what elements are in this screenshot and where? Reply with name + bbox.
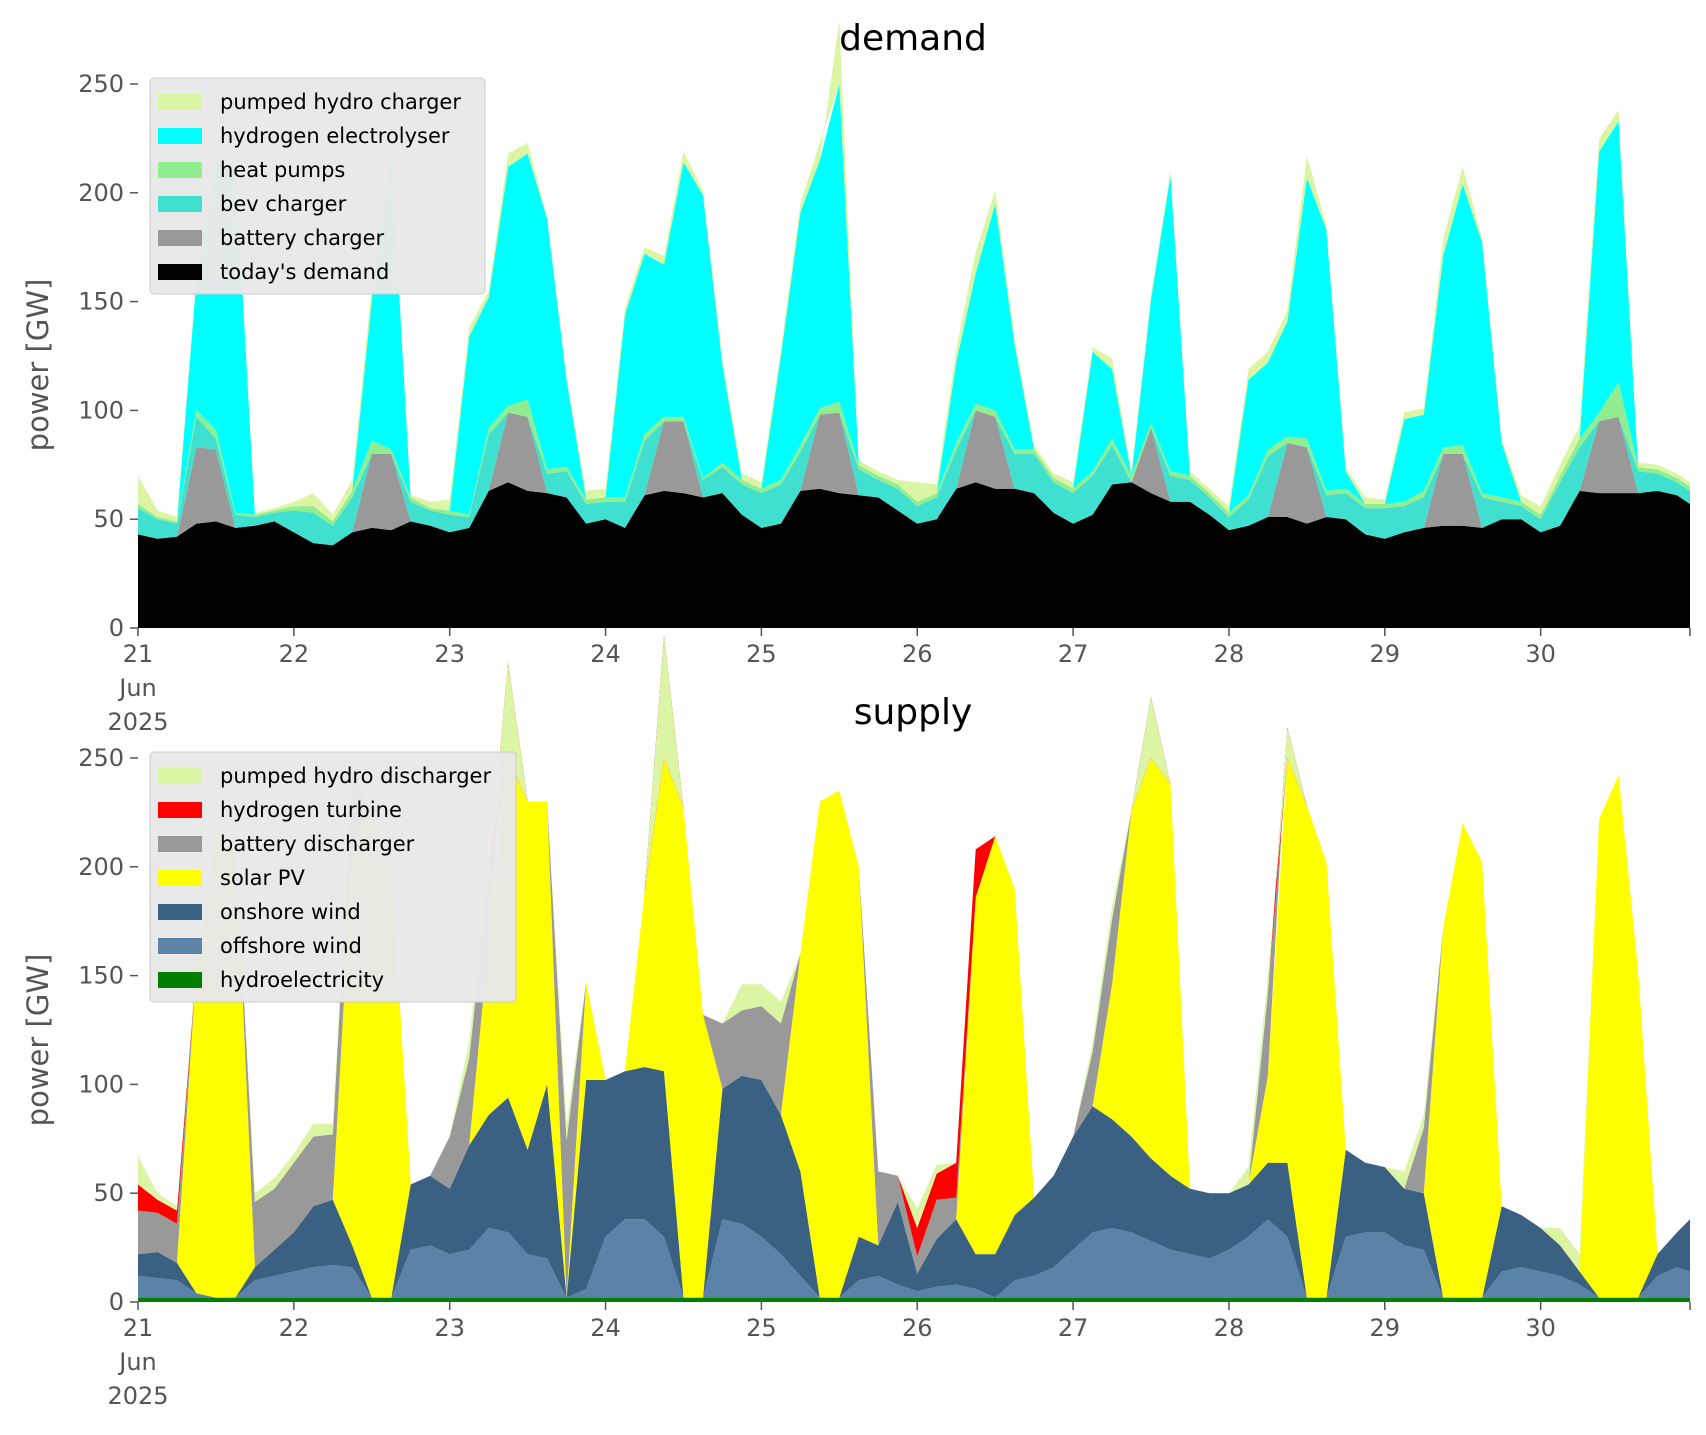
- legend-swatch: [158, 162, 202, 178]
- area-series-6: [138, 636, 1690, 1272]
- area-series-5: [138, 20, 1690, 522]
- legend-swatch: [158, 904, 202, 920]
- x-tick-label: 28: [1214, 640, 1245, 668]
- legend-swatch: [158, 94, 202, 110]
- area-series-2: [138, 410, 1690, 546]
- y-tick-label: 200: [78, 179, 124, 207]
- y-axis-label: power [GW]: [21, 954, 55, 1127]
- area-series-3: [138, 758, 1690, 1298]
- legend-label: battery charger: [220, 226, 385, 250]
- y-tick-label: 50: [93, 505, 124, 533]
- area-layer: [138, 20, 1690, 628]
- legend-label: solar PV: [220, 866, 305, 890]
- x-tick-label: 24: [590, 1314, 621, 1342]
- legend-label: today's demand: [220, 260, 389, 284]
- legend-swatch: [158, 972, 202, 988]
- legend-label: pumped hydro discharger: [220, 764, 491, 788]
- x-tick-label: 30: [1525, 1314, 1556, 1342]
- axes: 0 50 100 150 200 250 21 Jun 2025 22 23 24 25 26 27 28 29…: [78, 70, 1691, 736]
- legend-label: pumped hydro charger: [220, 90, 461, 114]
- y-tick-label: 150: [78, 962, 124, 990]
- legend-label: battery discharger: [220, 832, 415, 856]
- x-tick-label: 30: [1525, 640, 1556, 668]
- x-tick-sublabel-month: Jun: [117, 1348, 157, 1376]
- legend-swatch: [158, 128, 202, 144]
- legend-swatch: [158, 938, 202, 954]
- x-tick-label: 24: [590, 640, 621, 668]
- legend-label: hydroelectricity: [220, 968, 384, 992]
- legend-swatch: [158, 802, 202, 818]
- y-tick-label: 100: [78, 396, 124, 424]
- legend-swatch: [158, 768, 202, 784]
- area-series-3: [138, 382, 1690, 526]
- x-tick-sublabel-year: 2025: [107, 708, 168, 736]
- chart-title: supply: [854, 692, 973, 733]
- y-axis-label: power [GW]: [21, 279, 55, 452]
- x-tick-label: 27: [1058, 1314, 1089, 1342]
- legend-swatch: [158, 230, 202, 246]
- demand-panel: demand power [GW] 0 50 100 150 200 250 21 Jun 20…: [21, 18, 1691, 736]
- x-tick-label: 21: [123, 640, 154, 668]
- x-tick-label: 26: [902, 1314, 933, 1342]
- x-tick-label: 29: [1370, 640, 1401, 668]
- area-series-4: [138, 84, 1690, 522]
- legend: pumped hydro discharger hydrogen turbine b…: [149, 751, 517, 1003]
- legend-label: onshore wind: [220, 900, 361, 924]
- area-series-2: [138, 1067, 1690, 1298]
- area-series-4: [138, 636, 1690, 1298]
- x-tick-label: 21: [123, 1314, 154, 1342]
- y-tick-label: 0: [109, 1288, 124, 1316]
- legend-swatch: [158, 870, 202, 886]
- area-series-1: [138, 410, 1690, 546]
- supply-panel: supply power [GW] 0 50 100 150 200 250 21 Jun 20…: [21, 636, 1691, 1410]
- y-tick-label: 250: [78, 744, 124, 772]
- legend-swatch: [158, 836, 202, 852]
- legend-label: hydrogen turbine: [220, 798, 402, 822]
- legend-swatch: [158, 264, 202, 280]
- y-tick-label: 50: [93, 1179, 124, 1207]
- y-tick-label: 250: [78, 70, 124, 98]
- y-tick-label: 0: [109, 614, 124, 642]
- y-tick-label: 150: [78, 288, 124, 316]
- legend-box: [149, 77, 486, 295]
- legend-label: heat pumps: [220, 158, 345, 182]
- axes: 0 50 100 150 200 250 21 Jun 2025 22 23 24 25 26 27 28 29…: [78, 744, 1691, 1410]
- x-tick-label: 22: [279, 1314, 310, 1342]
- legend-label: bev charger: [220, 192, 347, 216]
- chart-title: demand: [839, 18, 987, 59]
- x-tick-label: 29: [1370, 1314, 1401, 1342]
- x-tick-label: 23: [434, 1314, 465, 1342]
- x-tick-label: 25: [746, 1314, 777, 1342]
- legend-label: offshore wind: [220, 934, 362, 958]
- x-tick-label: 28: [1214, 1314, 1245, 1342]
- x-tick-sublabel-year: 2025: [107, 1382, 168, 1410]
- area-series-0: [138, 1297, 1690, 1302]
- x-tick-label: 27: [1058, 640, 1089, 668]
- legend-box: [149, 751, 517, 1003]
- legend: pumped hydro charger hydrogen electrolyse…: [149, 77, 486, 295]
- x-tick-label: 22: [279, 640, 310, 668]
- legend-swatch: [158, 196, 202, 212]
- x-tick-label: 25: [746, 640, 777, 668]
- y-tick-label: 200: [78, 853, 124, 881]
- x-tick-sublabel-month: Jun: [117, 674, 157, 702]
- area-series-0: [138, 482, 1690, 628]
- area-series-1: [138, 1219, 1690, 1298]
- y-tick-label: 100: [78, 1070, 124, 1098]
- legend-label: hydrogen electrolyser: [220, 124, 450, 148]
- x-tick-label: 23: [434, 640, 465, 668]
- area-layer: [138, 636, 1690, 1302]
- x-tick-label: 26: [902, 640, 933, 668]
